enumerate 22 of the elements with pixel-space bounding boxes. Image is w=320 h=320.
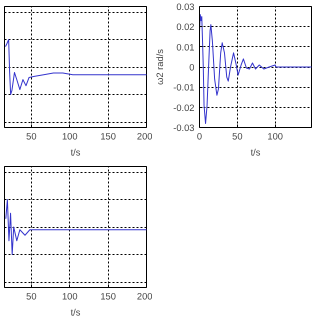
x-tick-label: 100 [62, 132, 78, 142]
y-tick-label: -0.01 [173, 82, 195, 93]
y-tick-label: 0 [189, 62, 195, 72]
x-tick-label: 50 [232, 132, 243, 142]
x-axis-title: t/s [70, 148, 81, 158]
x-tick-label: 100 [267, 132, 283, 142]
x-axis-title: t/s [250, 148, 261, 158]
y-tick-label: -0.03 [173, 123, 195, 133]
x-tick-label: 50 [26, 292, 37, 302]
x-tick-label: 150 [100, 132, 116, 142]
y-tick-label: 0.01 [176, 42, 194, 52]
x-tick-label: 200 [136, 132, 153, 142]
x-tick-label: 0 [196, 132, 202, 142]
y-axis-title: ω2 rad/s [155, 48, 166, 85]
x-tick-label: 50 [26, 132, 37, 142]
x-axis-title: t/s [70, 308, 81, 318]
x-tick-label: 150 [100, 292, 116, 302]
y-tick-label: 0.02 [176, 22, 194, 32]
y-tick-label: 0.03 [176, 2, 194, 12]
y-tick-label: -0.02 [173, 102, 195, 113]
x-tick-label: 200 [136, 292, 153, 302]
x-tick-label: 100 [62, 292, 78, 302]
